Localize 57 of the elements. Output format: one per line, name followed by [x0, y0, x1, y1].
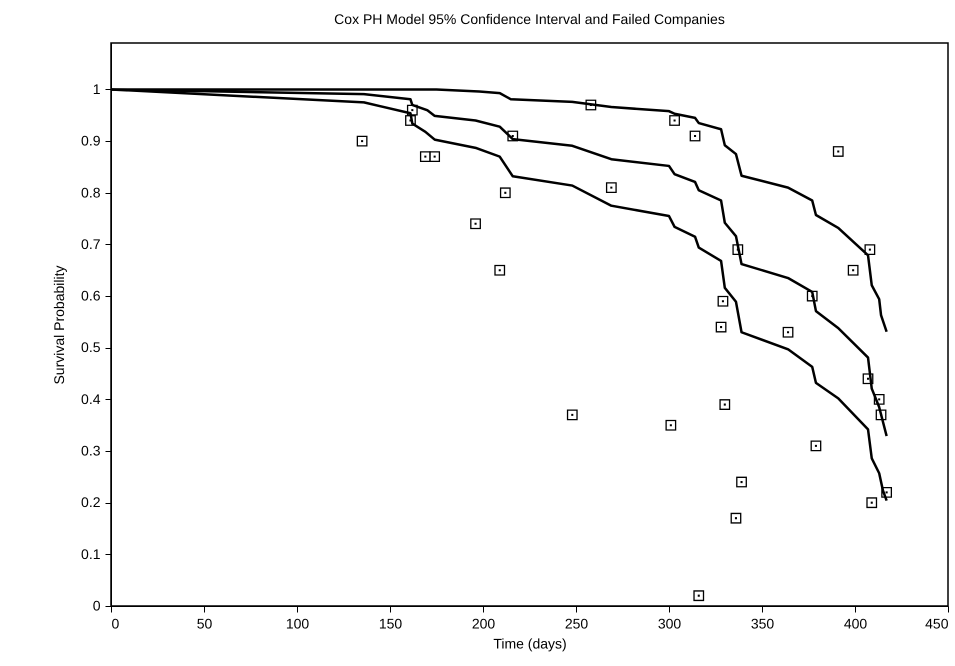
x-tick-label: 250: [564, 616, 588, 632]
y-tick-label: 0.3: [81, 442, 101, 459]
x-tick-label: 200: [472, 616, 496, 632]
y-tick-label: 0.8: [81, 184, 101, 200]
x-axis-title: Time (days): [493, 636, 567, 652]
point: [507, 130, 518, 142]
y-tick-label: 0.7: [81, 236, 101, 252]
point: [405, 115, 416, 126]
point: [690, 130, 700, 142]
point: [866, 497, 878, 508]
point: [874, 394, 885, 405]
x-tick-label: 300: [658, 616, 682, 632]
point: [500, 187, 511, 198]
x-tick-label: 50: [196, 616, 212, 632]
point: [420, 151, 431, 162]
chart-title: Cox PH Model 95% Confidence Interval and Failed Companies: [334, 11, 725, 27]
point: [832, 146, 844, 157]
point: [606, 182, 617, 194]
point: [669, 115, 680, 126]
y-tick-label: 0.1: [81, 546, 101, 562]
point: [356, 136, 368, 147]
point: [665, 420, 676, 431]
x-tick-label: 450: [925, 616, 949, 632]
point: [810, 440, 822, 452]
point: [876, 409, 886, 420]
point: [566, 409, 578, 420]
point: [716, 322, 726, 332]
x-tick-label: 400: [844, 616, 868, 632]
x-tick-label: 0: [112, 616, 120, 632]
y-tick-label: 0.5: [81, 339, 101, 356]
x-tick-label: 100: [286, 616, 310, 632]
y-axis-title: Survival Probability: [51, 265, 68, 385]
x-tick-label: 350: [750, 616, 774, 632]
point: [719, 399, 730, 410]
y-tick-label: 0.2: [81, 494, 101, 510]
point: [693, 590, 704, 602]
point: [732, 244, 744, 255]
point: [429, 151, 440, 162]
point: [470, 218, 481, 230]
point: [406, 104, 418, 116]
y-tick-label: 1: [92, 80, 101, 97]
y-tick-label: 0.4: [81, 390, 101, 407]
point: [881, 486, 892, 498]
point: [494, 264, 506, 276]
point: [730, 512, 742, 524]
point: [718, 296, 728, 307]
point: [864, 244, 876, 255]
point: [848, 264, 859, 276]
x-tick-label: 150: [378, 616, 402, 632]
point: [806, 290, 818, 302]
point: [782, 326, 794, 338]
y-tick-label: 0: [92, 598, 101, 614]
point: [862, 373, 874, 384]
y-tick-label: 0.9: [81, 132, 101, 149]
y-tick-label: 0.6: [81, 288, 101, 304]
point: [585, 100, 596, 110]
point: [736, 476, 747, 488]
